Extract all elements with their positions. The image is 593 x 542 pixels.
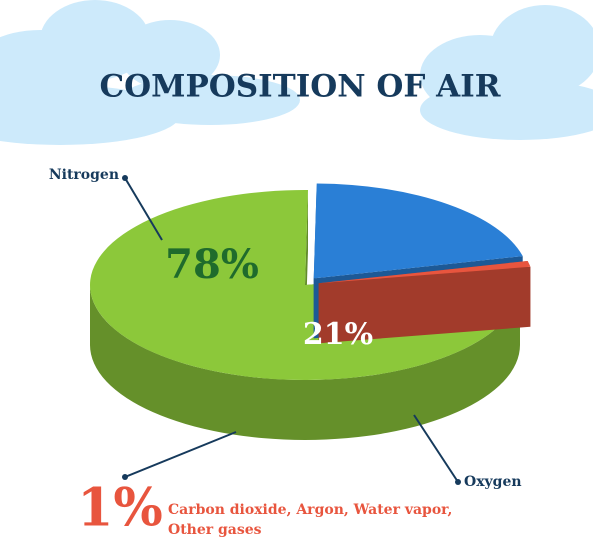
leader-dot xyxy=(455,479,461,485)
chart: COMPOSITION OF AIR 78% 21% 1% Nitrogen Oxyge… xyxy=(0,0,593,542)
leader-line xyxy=(414,415,458,482)
value-label: 78% xyxy=(165,241,259,288)
chart-title: COMPOSITION OF AIR xyxy=(99,69,500,105)
leader-line xyxy=(125,432,236,477)
category-label: Nitrogen xyxy=(49,167,119,183)
value-label: 1% xyxy=(77,478,163,539)
category-label: Oxygen xyxy=(464,474,522,490)
leader-dot xyxy=(122,175,128,181)
page: COMPOSITION OF AIR 78% 21% 1% Nitrogen Oxyge… xyxy=(0,0,593,542)
category-label: Carbon dioxide, Argon, Water vapor, Othe… xyxy=(168,500,468,540)
value-label: 21% xyxy=(303,317,373,352)
leader-dot xyxy=(122,474,128,480)
